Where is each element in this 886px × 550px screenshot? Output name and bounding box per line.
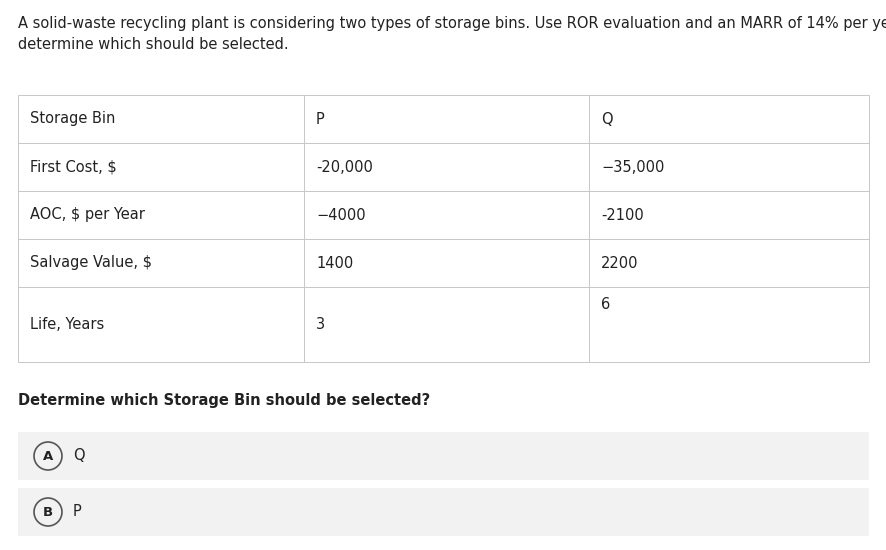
Text: A solid-waste recycling plant is considering two types of storage bins. Use ROR : A solid-waste recycling plant is conside… bbox=[18, 16, 886, 31]
Bar bbox=[304, 287, 588, 362]
Bar bbox=[304, 95, 588, 143]
Bar bbox=[588, 239, 868, 287]
Text: -20,000: -20,000 bbox=[315, 160, 372, 174]
Bar bbox=[18, 239, 304, 287]
Bar bbox=[18, 191, 304, 239]
Bar bbox=[304, 191, 588, 239]
Bar bbox=[588, 287, 868, 362]
Text: 6: 6 bbox=[601, 297, 610, 312]
Bar bbox=[18, 143, 304, 191]
Text: A: A bbox=[43, 449, 53, 463]
Text: 1400: 1400 bbox=[315, 256, 353, 271]
Bar bbox=[18, 287, 304, 362]
Text: B: B bbox=[43, 505, 53, 519]
Text: Salvage Value, $: Salvage Value, $ bbox=[30, 256, 152, 271]
Bar bbox=[304, 239, 588, 287]
Text: AOC, $ per Year: AOC, $ per Year bbox=[30, 207, 144, 223]
Text: Q: Q bbox=[73, 448, 84, 464]
Bar bbox=[18, 95, 304, 143]
Text: 3: 3 bbox=[315, 317, 325, 332]
Bar bbox=[18, 488, 868, 536]
Bar bbox=[588, 191, 868, 239]
Text: Life, Years: Life, Years bbox=[30, 317, 105, 332]
Bar bbox=[588, 143, 868, 191]
Text: −35,000: −35,000 bbox=[601, 160, 664, 174]
Bar bbox=[18, 432, 868, 480]
Text: Determine which Storage Bin should be selected?: Determine which Storage Bin should be se… bbox=[18, 393, 430, 408]
Text: Q: Q bbox=[601, 112, 612, 126]
Text: 2200: 2200 bbox=[601, 256, 638, 271]
Text: Storage Bin: Storage Bin bbox=[30, 112, 115, 126]
Text: P: P bbox=[315, 112, 324, 126]
Bar bbox=[588, 95, 868, 143]
Text: determine which should be selected.: determine which should be selected. bbox=[18, 37, 288, 52]
Text: P: P bbox=[73, 504, 82, 520]
Bar bbox=[304, 143, 588, 191]
Text: −4000: −4000 bbox=[315, 207, 365, 223]
Text: First Cost, $: First Cost, $ bbox=[30, 160, 117, 174]
Text: -2100: -2100 bbox=[601, 207, 643, 223]
